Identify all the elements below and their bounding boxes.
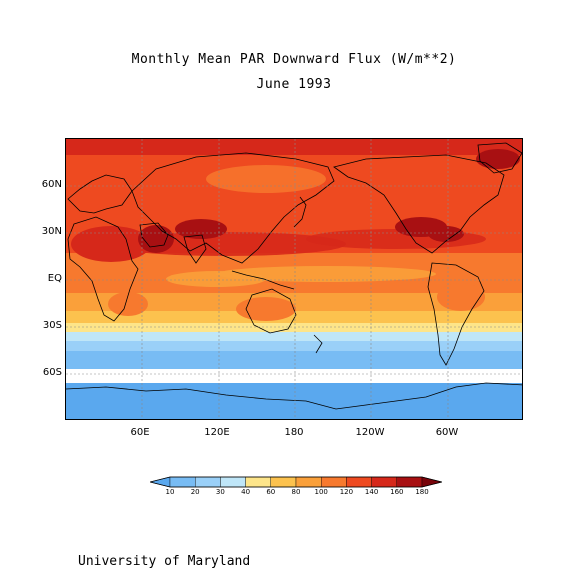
patch-itcz-pacific bbox=[216, 266, 436, 282]
colorbar-cell bbox=[270, 476, 297, 488]
lon-label-60w: 60W bbox=[435, 427, 459, 438]
band-missing bbox=[66, 369, 522, 383]
colorbar-level-label: 100 bbox=[314, 488, 328, 496]
coast-south-america bbox=[427, 262, 485, 366]
band-south-sub bbox=[66, 311, 522, 323]
colorbar-level-label: 140 bbox=[364, 488, 379, 496]
lon-label-180: 180 bbox=[284, 427, 304, 438]
coast-japan bbox=[293, 196, 307, 228]
patch-greenland bbox=[476, 149, 520, 169]
lat-label-60s: 60S bbox=[42, 367, 62, 378]
colorbar-cell bbox=[169, 476, 196, 488]
colorbar-cell bbox=[320, 476, 347, 488]
colorbar-cell bbox=[371, 476, 398, 488]
band-south-mid1 bbox=[66, 323, 522, 332]
map-title: Monthly Mean PAR Downward Flux (W/m**2) bbox=[131, 52, 457, 67]
patch-na-interior bbox=[428, 226, 464, 242]
coast-australia bbox=[245, 288, 297, 334]
patch-australia bbox=[236, 297, 296, 321]
lat-label-30s: 30S bbox=[42, 320, 62, 331]
lon-label-60e: 60E bbox=[130, 427, 150, 438]
band-south-mid4 bbox=[66, 351, 522, 369]
colorbar-cell bbox=[195, 476, 221, 488]
colorbar-cell bbox=[295, 476, 322, 488]
colorbar-level-label: 160 bbox=[390, 488, 404, 496]
lat-label-30n: 30N bbox=[41, 226, 62, 237]
footer-credit: University of Maryland bbox=[78, 554, 251, 569]
colorbar bbox=[150, 476, 442, 488]
patch-sahara bbox=[71, 226, 151, 262]
patch-tibet bbox=[175, 219, 227, 239]
patch-siberia bbox=[206, 165, 326, 193]
colorbar-level-label: 20 bbox=[190, 488, 200, 496]
map-subtitle: June 1993 bbox=[256, 77, 332, 92]
colorbar-cell bbox=[220, 476, 246, 488]
band-antarctic bbox=[66, 383, 522, 419]
colorbar-level-label: 60 bbox=[266, 488, 276, 496]
colorbar-level-label: 180 bbox=[415, 488, 429, 496]
patch-south-america bbox=[437, 283, 485, 311]
colorbar-cell bbox=[396, 476, 423, 488]
lon-label-120e: 120E bbox=[204, 427, 230, 438]
coast-india bbox=[183, 234, 207, 264]
lon-label-120w: 120W bbox=[355, 427, 385, 438]
colorbar-cell bbox=[421, 476, 442, 488]
colorbar-level-label: 30 bbox=[215, 488, 225, 496]
colorbar-cell bbox=[346, 476, 372, 488]
band-south-mid3 bbox=[66, 341, 522, 351]
lat-label-eq: EQ bbox=[47, 273, 62, 284]
coast-north-america bbox=[333, 154, 505, 254]
coast-new-zealand bbox=[313, 334, 323, 354]
band-south-mid2 bbox=[66, 332, 522, 341]
colorbar-level-label: 80 bbox=[291, 488, 301, 496]
colorbar-level-label: 120 bbox=[339, 488, 354, 496]
par-flux-map bbox=[66, 139, 522, 419]
graticule bbox=[66, 139, 522, 419]
coast-indonesia bbox=[231, 270, 295, 290]
patch-south-africa bbox=[108, 292, 148, 316]
coastlines bbox=[66, 142, 522, 410]
patch-itcz-indian bbox=[166, 271, 266, 287]
coast-greenland bbox=[477, 142, 522, 174]
colorbar-level-label: 40 bbox=[241, 488, 251, 496]
colorbar-cell bbox=[150, 476, 171, 488]
coast-arabia bbox=[139, 222, 169, 248]
colorbar-cell bbox=[245, 476, 271, 488]
colorbar-level-label: 10 bbox=[165, 488, 175, 496]
lat-label-60n: 60N bbox=[41, 179, 62, 190]
coast-antarctica bbox=[66, 382, 522, 410]
band-arctic bbox=[66, 139, 522, 155]
band-south-tropics bbox=[66, 293, 522, 311]
map-plot-area bbox=[65, 138, 523, 420]
